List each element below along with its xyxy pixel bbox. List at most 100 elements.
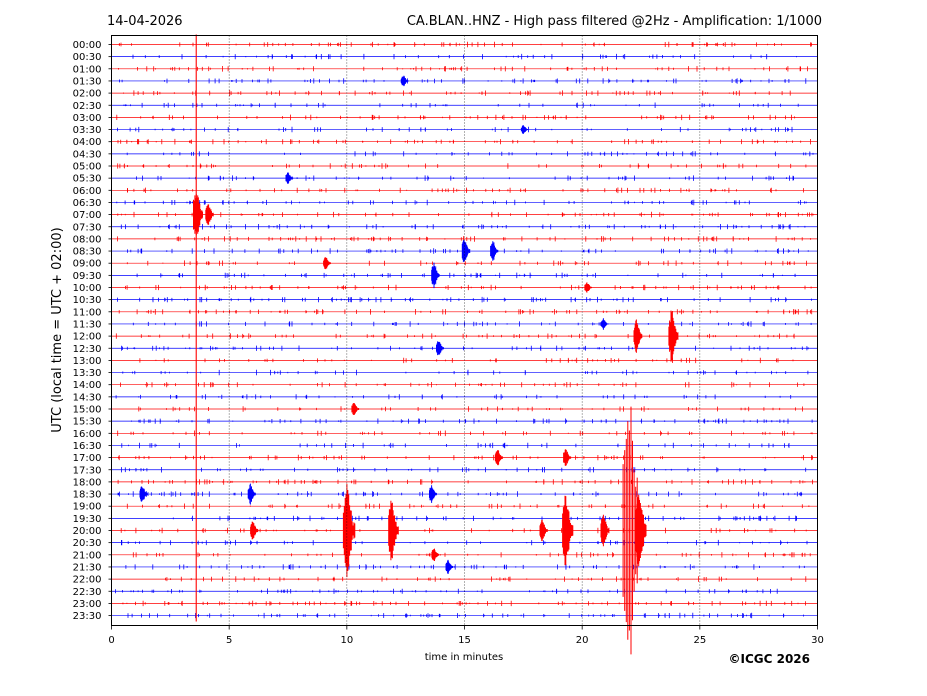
trace-noise xyxy=(123,90,791,96)
event-trace xyxy=(139,486,148,502)
trace-noise xyxy=(125,284,812,291)
trace-noise xyxy=(116,114,795,121)
event-trace xyxy=(431,548,440,561)
y-tick-label: 14:30 xyxy=(73,392,102,403)
y-tick-label: 11:30 xyxy=(73,319,102,330)
event-trace xyxy=(250,521,259,540)
y-tick-label: 20:00 xyxy=(73,526,102,537)
trace-noise xyxy=(123,102,799,108)
y-tick-label: 09:30 xyxy=(73,271,102,282)
trace-noise xyxy=(127,248,809,254)
y-tick-label: 07:30 xyxy=(73,222,102,233)
event-trace xyxy=(400,75,409,87)
trace-noise xyxy=(126,151,814,157)
trace-noise xyxy=(136,272,796,279)
y-tick-label: 17:00 xyxy=(73,453,102,464)
trace-noise xyxy=(127,612,804,619)
event-trace xyxy=(323,257,331,270)
y-tick-label: 06:30 xyxy=(73,198,102,209)
y-tick-label: 17:30 xyxy=(73,465,102,476)
y-tick-label: 23:30 xyxy=(73,611,102,622)
chart-title: CA.BLAN..HNZ - High pass filtered @2Hz -… xyxy=(407,14,822,29)
event-trace xyxy=(490,241,499,261)
y-tick-label: 14:00 xyxy=(73,380,102,391)
trace-noise xyxy=(117,138,811,145)
y-tick-label: 13:30 xyxy=(73,368,102,379)
event-trace xyxy=(539,519,548,542)
trace-noise xyxy=(118,309,813,315)
event-trace xyxy=(342,483,356,578)
y-tick-label: 19:30 xyxy=(73,514,102,525)
trace-noise xyxy=(121,467,807,473)
x-tick-label: 5 xyxy=(226,635,232,646)
y-tick-label: 02:30 xyxy=(73,101,102,112)
y-tick-label: 10:30 xyxy=(73,295,102,306)
trace-noise xyxy=(139,357,794,364)
y-tick-label: 13:00 xyxy=(73,356,102,367)
trace-noise xyxy=(118,66,808,72)
y-tick-label: 04:30 xyxy=(73,149,102,160)
trace-noise xyxy=(122,600,806,607)
event-trace xyxy=(584,282,592,293)
trace-noise xyxy=(117,163,807,169)
event-trace xyxy=(633,319,643,353)
trace-noise xyxy=(120,224,806,230)
y-tick-label: 16:00 xyxy=(73,429,102,440)
y-tick-label: 22:00 xyxy=(73,575,102,586)
minute-gridlines xyxy=(228,35,701,626)
trace-noise xyxy=(115,588,778,594)
event-trace xyxy=(285,172,294,184)
event-trace xyxy=(562,495,574,566)
y-tick-label: 01:30 xyxy=(73,76,102,87)
y-tick-label: 05:00 xyxy=(73,162,102,173)
trace-noise xyxy=(136,175,794,181)
y-tick-label: 22:30 xyxy=(73,587,102,598)
y-tick-label: 08:00 xyxy=(73,234,102,245)
y-tick-label: 12:30 xyxy=(73,344,102,355)
chart-date: 14-04-2026 xyxy=(107,14,183,29)
y-tick-label: 23:00 xyxy=(73,599,102,610)
trace-noise xyxy=(165,576,807,582)
x-tick-label: 20 xyxy=(576,635,589,646)
trace-noise xyxy=(118,454,813,461)
y-tick-label: 16:30 xyxy=(73,441,102,452)
x-tick-label: 15 xyxy=(458,635,471,646)
event-trace xyxy=(494,450,503,466)
trace-noise xyxy=(116,199,807,206)
y-tick-label: 00:00 xyxy=(73,40,102,51)
y-tick-label: 06:00 xyxy=(73,186,102,197)
trace-noise xyxy=(119,78,807,84)
y-tick-label: 03:30 xyxy=(73,125,102,136)
trace-noise xyxy=(115,394,792,400)
y-tick-label: 09:00 xyxy=(73,259,102,270)
trace-noise xyxy=(132,552,811,558)
event-trace xyxy=(600,318,609,330)
y-axis-label: UTC (local time = UTC + 02:00) xyxy=(50,227,65,432)
y-tick-label: 10:00 xyxy=(73,283,102,294)
x-tick-label: 0 xyxy=(108,635,114,646)
event-trace xyxy=(431,262,440,289)
event-trace xyxy=(436,341,444,356)
y-tick-label: 18:30 xyxy=(73,490,102,501)
y-tick-label: 00:30 xyxy=(73,52,102,63)
trace-noise xyxy=(121,345,809,351)
trace-noise xyxy=(120,381,805,388)
y-tick-label: 15:30 xyxy=(73,417,102,428)
event-trace xyxy=(351,403,360,415)
y-tick-label: 05:30 xyxy=(73,174,102,185)
y-tick-label: 07:00 xyxy=(73,210,102,221)
trace-noise xyxy=(121,442,790,449)
y-tick-label: 18:00 xyxy=(73,477,102,488)
x-tick-label: 25 xyxy=(693,635,706,646)
trace-noise xyxy=(132,53,797,60)
trace-noise xyxy=(117,430,813,437)
event-trace xyxy=(247,483,256,505)
event-trace xyxy=(429,485,437,503)
event-trace xyxy=(600,514,610,547)
y-tick-label: 01:00 xyxy=(73,64,102,75)
trace-noise xyxy=(117,236,811,242)
event-trace xyxy=(205,204,214,225)
trace-noise xyxy=(126,260,807,266)
